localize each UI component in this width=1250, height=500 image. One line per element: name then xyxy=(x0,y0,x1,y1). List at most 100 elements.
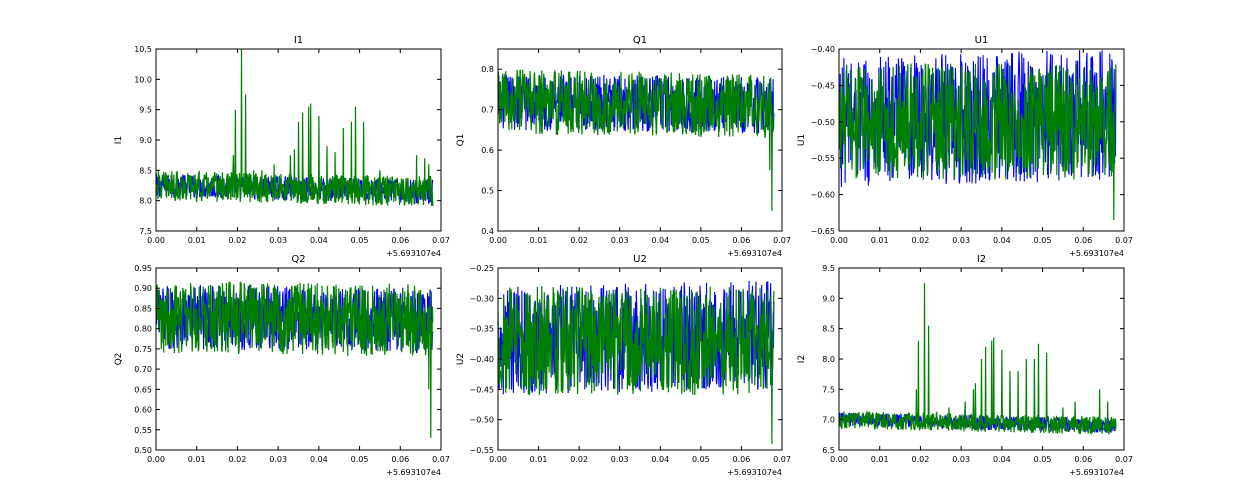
panel-title: U1 xyxy=(975,35,989,46)
y-tick-label: 10.0 xyxy=(134,75,152,84)
y-tick-label: −0.50 xyxy=(469,416,494,425)
x-tick-label: 0.07 xyxy=(773,455,791,464)
x-offset-label: +5.693107e4 xyxy=(1069,249,1124,258)
y-tick-label: 0.8 xyxy=(481,65,494,74)
x-tick-label: 0.06 xyxy=(1074,455,1092,464)
x-tick-label: 0.00 xyxy=(830,236,848,245)
y-axis-label: I2 xyxy=(797,355,807,363)
x-tick-label: 0.01 xyxy=(530,455,548,464)
y-tick-label: 0.75 xyxy=(134,345,152,354)
y-tick-label: 9.5 xyxy=(822,264,835,273)
x-tick-label: 0.04 xyxy=(310,455,328,464)
x-tick-label: 0.05 xyxy=(1034,236,1052,245)
y-tick-label: −0.60 xyxy=(810,191,835,200)
y-tick-label: −0.40 xyxy=(469,355,494,364)
x-tick-label: 0.02 xyxy=(912,236,930,245)
y-tick-label: 0.70 xyxy=(134,365,152,374)
y-axis-label: Q2 xyxy=(114,353,124,366)
y-tick-label: −0.50 xyxy=(810,118,835,127)
x-tick-label: 0.04 xyxy=(651,236,669,245)
panel-title: U2 xyxy=(633,254,647,265)
x-tick-label: 0.04 xyxy=(651,455,669,464)
panel-title: I1 xyxy=(294,35,303,46)
x-tick-label: 0.00 xyxy=(489,236,507,245)
y-tick-label: −0.45 xyxy=(810,81,835,90)
x-tick-label: 0.02 xyxy=(229,236,247,245)
x-tick-label: 0.00 xyxy=(489,455,507,464)
x-offset-label: +5.693107e4 xyxy=(727,249,782,258)
y-tick-label: 0.6 xyxy=(481,146,494,155)
y-tick-label: 0.4 xyxy=(481,227,494,236)
x-tick-label: 0.00 xyxy=(147,455,165,464)
x-tick-label: 0.02 xyxy=(229,455,247,464)
y-tick-label: 8.0 xyxy=(822,355,835,364)
chart-panel-u1: 0.00 0.01 0.02 0.03 0.04 0.05 0.06 0.07 −0.65 −0.… xyxy=(797,35,1133,258)
x-tick-label: 0.05 xyxy=(692,455,710,464)
y-tick-label: −0.45 xyxy=(469,385,494,394)
x-tick-label: 0.07 xyxy=(1115,455,1133,464)
series-line-2 xyxy=(498,69,775,211)
y-axis-label: U1 xyxy=(797,134,807,146)
panel-title: Q2 xyxy=(291,254,305,265)
y-tick-label: 0.7 xyxy=(481,106,494,115)
y-tick-label: 0.95 xyxy=(134,264,152,273)
chart-panel-q2: 0.00 0.01 0.02 0.03 0.04 0.05 0.06 0.07 0.50 0.55… xyxy=(114,254,450,477)
chart-panel-u2: 0.00 0.01 0.02 0.03 0.04 0.05 0.06 0.07 −0.55 −0.… xyxy=(456,254,791,477)
x-offset-label: +5.693107e4 xyxy=(727,468,782,477)
y-tick-label: −0.65 xyxy=(810,227,835,236)
y-tick-label: −0.55 xyxy=(810,154,835,163)
panel-title: I2 xyxy=(977,254,986,265)
y-tick-label: 8.0 xyxy=(139,197,152,206)
x-tick-label: 0.06 xyxy=(733,455,751,464)
plot-frame xyxy=(155,267,442,451)
panel-title: Q1 xyxy=(633,35,647,46)
y-tick-label: 10.5 xyxy=(134,45,152,54)
x-offset-label: +5.693107e4 xyxy=(386,249,441,258)
series-line-2 xyxy=(156,49,434,206)
y-tick-label: −0.35 xyxy=(469,325,494,334)
y-tick-label: 8.5 xyxy=(139,166,152,175)
y-axis-label: U2 xyxy=(456,353,466,365)
x-tick-label: 0.06 xyxy=(733,236,751,245)
plot-frame xyxy=(838,48,1125,232)
x-tick-label: 0.00 xyxy=(147,236,165,245)
series-line-2 xyxy=(156,281,434,438)
x-tick-label: 0.03 xyxy=(952,236,970,245)
x-tick-label: 0.07 xyxy=(432,455,450,464)
x-tick-label: 0.07 xyxy=(773,236,791,245)
y-tick-label: −0.40 xyxy=(810,45,835,54)
y-tick-label: 0.5 xyxy=(481,187,494,196)
x-tick-label: 0.04 xyxy=(993,455,1011,464)
y-tick-label: 8.5 xyxy=(822,325,835,334)
y-tick-label: 0.60 xyxy=(134,406,152,415)
y-tick-label: 7.5 xyxy=(139,227,152,236)
series-line-2 xyxy=(498,286,775,444)
x-tick-label: 0.03 xyxy=(611,236,629,245)
x-tick-label: 0.02 xyxy=(570,455,588,464)
series-line-2 xyxy=(839,283,1117,435)
x-tick-label: 0.03 xyxy=(952,455,970,464)
chart-panel-i2: 0.00 0.01 0.02 0.03 0.04 0.05 0.06 0.07 6.5 7.0 7.… xyxy=(797,254,1133,477)
y-tick-label: 0.55 xyxy=(134,426,152,435)
x-tick-label: 0.05 xyxy=(351,236,369,245)
x-offset-label: +5.693107e4 xyxy=(386,468,441,477)
y-tick-label: 0.50 xyxy=(134,446,152,455)
x-tick-label: 0.03 xyxy=(269,455,287,464)
x-tick-label: 0.02 xyxy=(912,455,930,464)
y-tick-label: 6.5 xyxy=(822,446,835,455)
chart-panel-q1: 0.00 0.01 0.02 0.03 0.04 0.05 0.06 0.07 0.4 0.5 0.… xyxy=(456,35,791,258)
x-tick-label: 0.01 xyxy=(871,455,889,464)
plot-frame xyxy=(497,48,783,232)
x-tick-label: 0.01 xyxy=(188,455,206,464)
y-tick-label: 0.85 xyxy=(134,304,152,313)
chart-panel-i1: 0.00 0.01 0.02 0.03 0.04 0.05 0.06 0.07 7.5 8.0 8.… xyxy=(114,35,450,258)
x-tick-label: 0.05 xyxy=(692,236,710,245)
y-tick-label: −0.30 xyxy=(469,294,494,303)
x-tick-label: 0.07 xyxy=(432,236,450,245)
y-tick-label: 9.0 xyxy=(822,294,835,303)
y-tick-label: 9.5 xyxy=(139,106,152,115)
x-tick-label: 0.03 xyxy=(611,455,629,464)
x-tick-label: 0.01 xyxy=(871,236,889,245)
y-tick-label: 7.0 xyxy=(822,416,835,425)
